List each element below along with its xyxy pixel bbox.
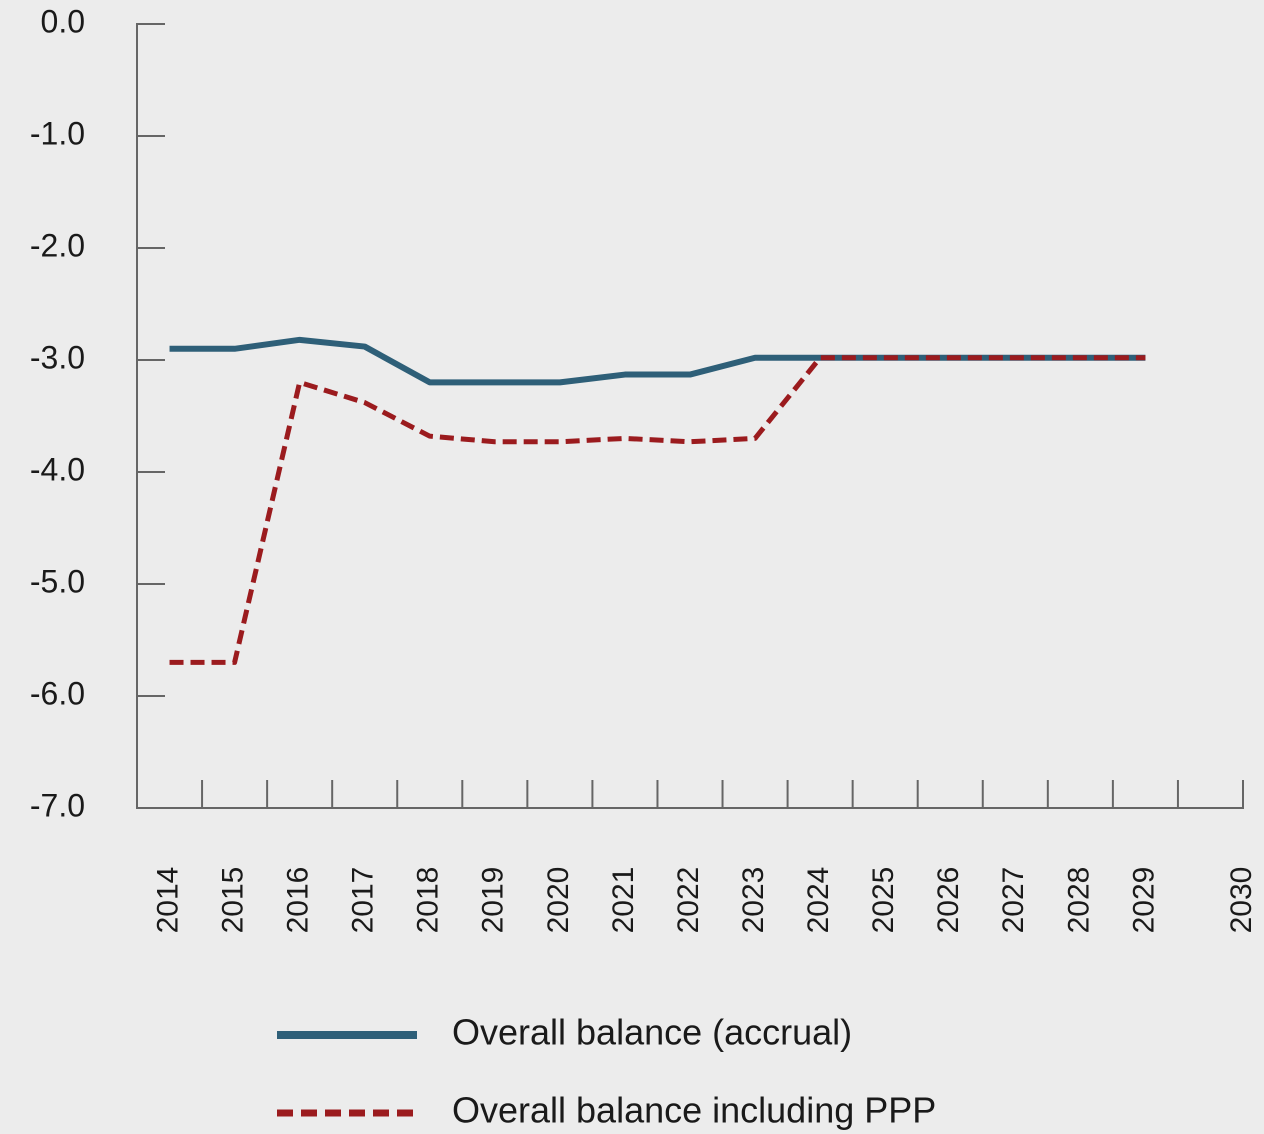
y-tick-label: -1.0 [30, 115, 85, 151]
axis-line [136, 23, 1244, 809]
x-tick-label: 2029 [1127, 867, 1160, 934]
x-tick-label: 2022 [672, 867, 705, 934]
y-tick-label: -2.0 [30, 227, 85, 263]
y-tick-label: -3.0 [30, 339, 85, 375]
x-tick-label: 2017 [347, 867, 380, 934]
x-tick-label: 2015 [217, 867, 250, 934]
y-tick-label: -5.0 [30, 563, 85, 599]
y-tick-label: -6.0 [30, 675, 85, 711]
legend-label: Overall balance (accrual) [452, 1012, 852, 1053]
y-tick-label: -7.0 [30, 787, 85, 823]
series-line [169, 355, 1146, 665]
x-tick-label: 2018 [412, 867, 445, 934]
series-line [169, 336, 1146, 386]
x-tick-label: 2030 [1225, 867, 1258, 934]
x-tick-label: 2028 [1062, 867, 1095, 934]
legend-label: Overall balance including PPP [452, 1090, 936, 1131]
x-tick-label: 2026 [932, 867, 965, 934]
x-tick-label: 2019 [477, 867, 510, 934]
x-tick-label: 2024 [802, 867, 835, 934]
x-tick-label: 2021 [607, 867, 640, 934]
x-tick-label: 2020 [542, 867, 575, 934]
x-tick-label: 2025 [867, 867, 900, 934]
y-tick-label: -4.0 [30, 451, 85, 487]
x-tick-label: 2027 [997, 867, 1030, 934]
y-tick-label: 0.0 [41, 3, 85, 39]
x-tick-label: 2023 [737, 867, 770, 934]
x-tick-label: 2014 [151, 867, 184, 934]
x-tick-label: 2016 [282, 867, 315, 934]
